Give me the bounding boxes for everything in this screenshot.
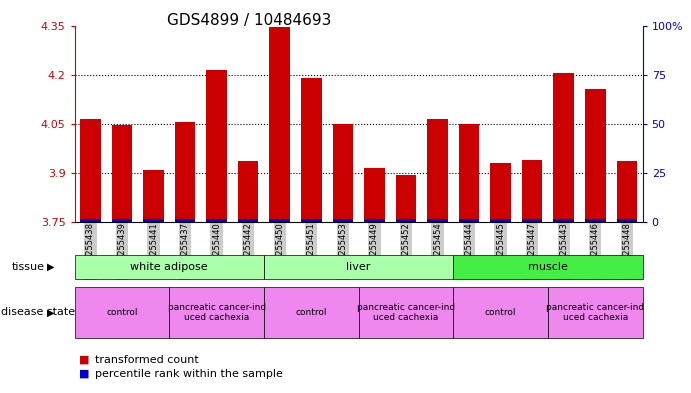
Text: tissue: tissue bbox=[12, 262, 45, 272]
Text: pancreatic cancer-ind
uced cachexia: pancreatic cancer-ind uced cachexia bbox=[546, 303, 645, 322]
Bar bbox=[269, 219, 290, 222]
Text: pancreatic cancer-ind
uced cachexia: pancreatic cancer-ind uced cachexia bbox=[357, 303, 455, 322]
Bar bbox=[548, 287, 643, 338]
Bar bbox=[522, 219, 542, 222]
Text: control: control bbox=[106, 308, 138, 317]
Bar bbox=[264, 255, 453, 279]
Bar bbox=[585, 89, 605, 222]
Bar bbox=[453, 255, 643, 279]
Bar bbox=[75, 287, 169, 338]
Bar bbox=[459, 124, 480, 222]
Bar bbox=[427, 119, 448, 222]
Bar bbox=[616, 162, 637, 222]
Bar bbox=[80, 219, 101, 222]
Bar bbox=[396, 219, 416, 222]
Bar bbox=[459, 219, 480, 222]
Bar bbox=[553, 73, 574, 222]
Text: pancreatic cancer-ind
uced cachexia: pancreatic cancer-ind uced cachexia bbox=[167, 303, 266, 322]
Text: control: control bbox=[296, 308, 327, 317]
Text: percentile rank within the sample: percentile rank within the sample bbox=[95, 369, 283, 379]
Text: ▶: ▶ bbox=[47, 262, 54, 272]
Bar bbox=[175, 122, 196, 222]
Text: ▶: ▶ bbox=[47, 307, 54, 318]
Bar bbox=[80, 119, 101, 222]
Text: ■: ■ bbox=[79, 369, 90, 379]
Bar bbox=[207, 70, 227, 222]
Bar bbox=[238, 162, 258, 222]
Bar bbox=[553, 219, 574, 222]
Bar bbox=[143, 219, 164, 222]
Bar bbox=[427, 219, 448, 222]
Bar bbox=[359, 287, 453, 338]
Bar bbox=[169, 287, 264, 338]
Bar bbox=[364, 219, 385, 222]
Bar bbox=[175, 219, 196, 222]
Bar bbox=[332, 124, 353, 222]
Bar bbox=[491, 219, 511, 222]
Bar bbox=[75, 255, 264, 279]
Bar bbox=[332, 219, 353, 222]
Text: disease state: disease state bbox=[1, 307, 75, 318]
Bar bbox=[616, 219, 637, 222]
Text: ■: ■ bbox=[79, 354, 90, 365]
Bar bbox=[264, 287, 359, 338]
Bar bbox=[301, 78, 321, 222]
Bar bbox=[112, 125, 132, 222]
Text: GDS4899 / 10484693: GDS4899 / 10484693 bbox=[167, 13, 331, 28]
Text: liver: liver bbox=[346, 262, 371, 272]
Bar bbox=[491, 163, 511, 222]
Bar bbox=[301, 219, 321, 222]
Bar bbox=[364, 168, 385, 222]
Text: muscle: muscle bbox=[528, 262, 568, 272]
Text: transformed count: transformed count bbox=[95, 354, 198, 365]
Bar bbox=[143, 170, 164, 222]
Bar bbox=[585, 219, 605, 222]
Bar bbox=[453, 287, 548, 338]
Bar bbox=[112, 219, 132, 222]
Text: control: control bbox=[485, 308, 516, 317]
Bar bbox=[396, 174, 416, 222]
Bar bbox=[207, 219, 227, 222]
Bar bbox=[522, 160, 542, 222]
Text: white adipose: white adipose bbox=[131, 262, 208, 272]
Bar bbox=[269, 27, 290, 222]
Bar bbox=[238, 219, 258, 222]
